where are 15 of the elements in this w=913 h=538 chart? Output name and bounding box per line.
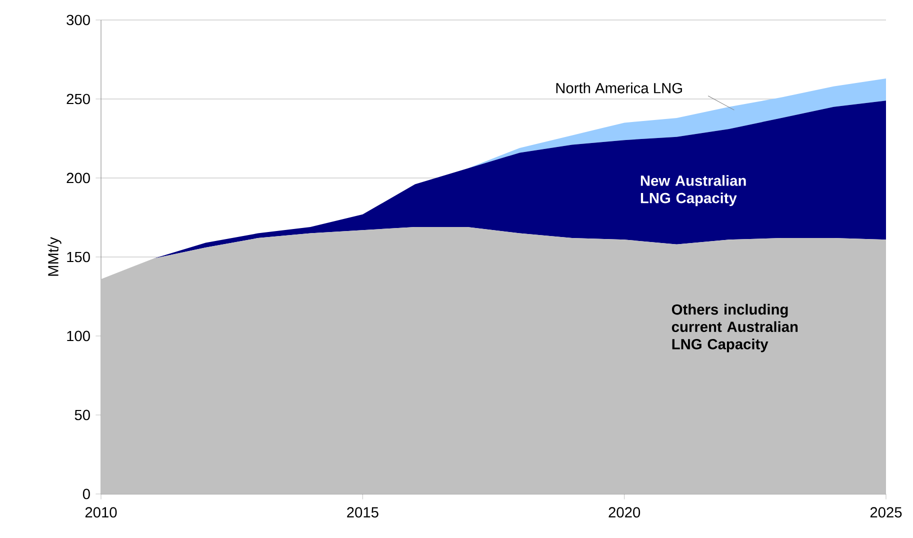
x-tick-label: 2025	[870, 507, 902, 518]
series-label: New Australian LNG Capacity	[640, 175, 746, 206]
y-tick-label: 50	[74, 410, 90, 420]
y-tick-label: 300	[66, 14, 90, 26]
y-tick-label: 0	[82, 488, 90, 500]
x-tick-label: 2020	[608, 507, 640, 518]
y-axis-title: MMt/y	[48, 237, 62, 276]
series-label: Others including current Australian LNG Capacity	[672, 304, 798, 352]
y-tick-label: 200	[66, 172, 90, 184]
y-tick-label: 250	[66, 94, 90, 104]
series-label: North America LNG	[556, 82, 682, 94]
x-tick-label: 2010	[85, 507, 117, 518]
y-tick-label: 100	[67, 330, 90, 342]
y-tick-label: 150	[67, 252, 90, 262]
x-tick-label: 2015	[347, 507, 378, 518]
